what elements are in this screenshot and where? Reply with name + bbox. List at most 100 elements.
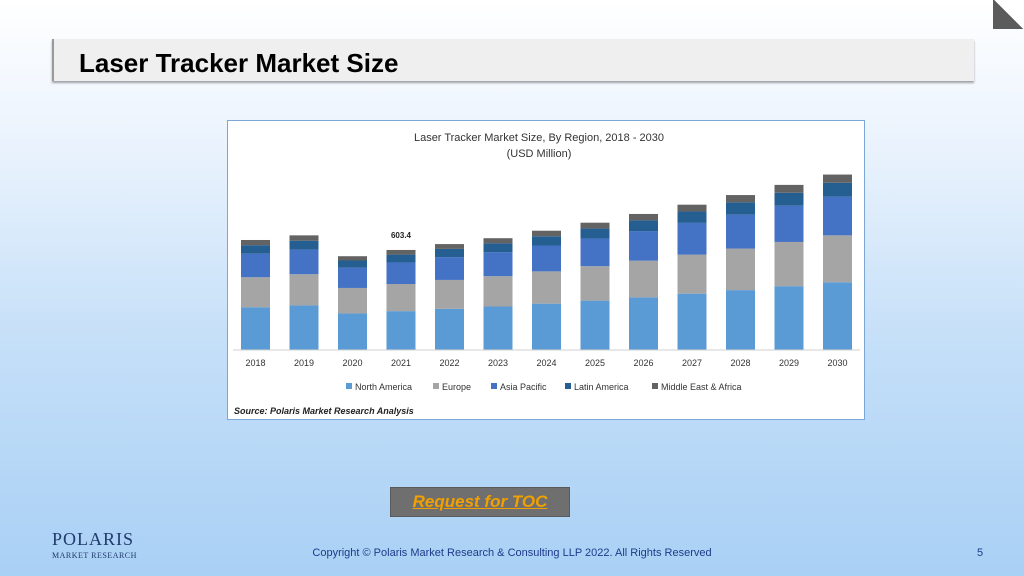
bar-segment-2030-2 <box>823 196 852 236</box>
bar-segment-2029-2 <box>774 205 804 242</box>
bars-group: 603.4 <box>241 174 852 350</box>
page-title: Laser Tracker Market Size <box>79 48 399 78</box>
bar-segment-2025-2 <box>580 238 610 267</box>
bar-segment-2027-1 <box>677 254 707 294</box>
legend-swatch-3 <box>565 383 571 389</box>
x-tick-2020: 2020 <box>342 358 362 368</box>
title-bar: Laser Tracker Market Size <box>52 39 974 81</box>
request-toc-button[interactable]: Request for TOC <box>390 487 570 517</box>
bar-segment-2022-3 <box>435 248 464 258</box>
bar-segment-2024-0 <box>532 303 561 350</box>
bar-segment-2028-2 <box>726 214 755 249</box>
bar-segment-2022-4 <box>435 244 464 249</box>
bar-segment-2028-4 <box>726 195 755 203</box>
logo-subtitle: MARKET RESEARCH <box>52 551 137 560</box>
bar-segment-2026-2 <box>629 231 658 261</box>
x-tick-2022: 2022 <box>439 358 459 368</box>
chart-subtitle: (USD Million) <box>507 148 572 160</box>
bar-segment-2019-4 <box>289 235 319 241</box>
chart-source: Source: Polaris Market Research Analysis <box>234 406 414 416</box>
bar-segment-2020-2 <box>338 267 367 288</box>
x-tick-2030: 2030 <box>827 358 847 368</box>
bar-segment-2026-3 <box>629 220 658 232</box>
bar-segment-2023-4 <box>483 238 513 244</box>
x-tick-2025: 2025 <box>585 358 605 368</box>
bar-segment-2027-4 <box>677 204 707 212</box>
x-tick-2024: 2024 <box>536 358 556 368</box>
bar-segment-2024-2 <box>532 245 561 272</box>
bar-segment-2029-0 <box>774 286 804 350</box>
x-tick-2023: 2023 <box>488 358 508 368</box>
bar-segment-2022-0 <box>435 308 464 350</box>
legend-swatch-2 <box>491 383 497 389</box>
bar-segment-2019-1 <box>289 274 319 306</box>
stacked-bar-chart: Laser Tracker Market Size, By Region, 20… <box>233 132 860 416</box>
bar-segment-2021-0 <box>386 311 416 350</box>
x-tick-labels: 2018 2019 2020 2021 2022 2023 2024 2025 2026 2027… <box>245 358 847 368</box>
bar-segment-2019-0 <box>289 305 319 350</box>
data-label-2021: 603.4 <box>391 231 412 240</box>
bar-segment-2030-3 <box>823 182 852 197</box>
page-number: 5 <box>977 547 984 559</box>
polaris-logo: POLARIS MARKET RESEARCH <box>52 530 137 560</box>
bar-segment-2023-1 <box>483 276 513 307</box>
copyright-text: Copyright © Polaris Market Research & Co… <box>312 547 712 559</box>
legend-label-3: Latin America <box>574 382 629 392</box>
bar-segment-2020-4 <box>338 256 367 261</box>
legend-label-4: Middle East & Africa <box>661 382 742 392</box>
bar-segment-2022-1 <box>435 279 464 309</box>
bar-segment-2028-0 <box>726 290 755 350</box>
bar-segment-2018-4 <box>241 239 270 246</box>
bar-segment-2029-3 <box>774 192 804 206</box>
bar-segment-2020-3 <box>338 260 367 268</box>
bar-segment-2026-4 <box>629 213 658 221</box>
legend: North America Europe Asia Pacific Latin Ame… <box>346 382 742 392</box>
x-tick-2021: 2021 <box>391 358 411 368</box>
bar-segment-2024-3 <box>532 236 561 246</box>
corner-triangle-icon <box>993 0 1024 29</box>
bar-segment-2024-1 <box>532 271 561 304</box>
x-tick-2026: 2026 <box>633 358 653 368</box>
legend-label-0: North America <box>355 382 412 392</box>
bar-segment-2025-1 <box>580 266 610 301</box>
bar-segment-2025-3 <box>580 228 610 239</box>
bar-segment-2023-3 <box>483 243 513 253</box>
x-tick-2027: 2027 <box>682 358 702 368</box>
legend-swatch-4 <box>652 383 658 389</box>
bar-segment-2025-4 <box>580 222 610 229</box>
legend-label-2: Asia Pacific <box>500 382 547 392</box>
x-tick-2018: 2018 <box>245 358 265 368</box>
bar-segment-2027-2 <box>677 222 707 255</box>
bar-segment-2021-2 <box>386 262 416 285</box>
legend-label-1: Europe <box>442 382 471 392</box>
legend-swatch-1 <box>433 383 439 389</box>
bar-segment-2018-3 <box>241 245 270 254</box>
bar-segment-2020-1 <box>338 287 367 314</box>
bar-segment-2027-3 <box>677 211 707 223</box>
x-tick-2028: 2028 <box>730 358 750 368</box>
chart-frame: Laser Tracker Market Size, By Region, 20… <box>227 120 865 420</box>
chart-title: Laser Tracker Market Size, By Region, 20… <box>414 132 664 144</box>
bar-segment-2028-3 <box>726 202 755 215</box>
bar-segment-2029-4 <box>774 184 804 193</box>
bar-segment-2025-0 <box>580 300 610 350</box>
bar-segment-2026-0 <box>629 297 658 350</box>
x-tick-2029: 2029 <box>779 358 799 368</box>
bar-segment-2023-0 <box>483 306 513 350</box>
bar-segment-2021-3 <box>386 254 416 263</box>
bar-segment-2021-4 <box>386 249 416 255</box>
bar-segment-2030-0 <box>823 282 852 350</box>
bar-segment-2030-4 <box>823 174 852 183</box>
bar-segment-2030-1 <box>823 235 852 283</box>
bar-segment-2022-2 <box>435 257 464 280</box>
bar-segment-2021-1 <box>386 284 416 312</box>
bar-segment-2026-1 <box>629 260 658 298</box>
bar-segment-2020-0 <box>338 313 367 350</box>
bar-segment-2019-3 <box>289 240 319 250</box>
x-tick-2019: 2019 <box>294 358 314 368</box>
bar-segment-2018-1 <box>241 277 270 308</box>
legend-swatch-0 <box>346 383 352 389</box>
bar-segment-2018-0 <box>241 307 270 350</box>
bar-segment-2019-2 <box>289 249 319 275</box>
bar-segment-2028-1 <box>726 248 755 291</box>
